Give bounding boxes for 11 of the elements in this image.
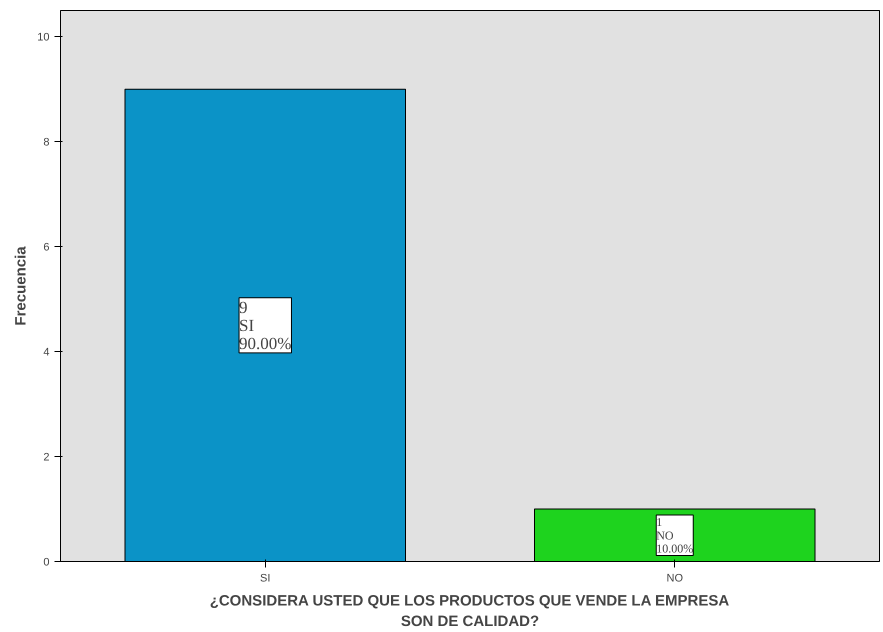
x-tick-label: NO	[666, 572, 684, 584]
x-tick-label: SI	[260, 572, 270, 584]
y-axis-title: Frecuencia	[12, 246, 30, 326]
y-tick-label: 4	[43, 346, 50, 359]
x-axis-title: ¿CONSIDERA USTED QUE LOS PRODUCTOS QUE VENDE LA EMPRESA SON DE CALIDAD?	[210, 592, 730, 630]
y-tick-label: 6	[43, 242, 50, 254]
y-tick-label: 0	[43, 556, 50, 568]
y-tick-label: 10	[37, 32, 50, 44]
y-tick-label: 2	[43, 452, 50, 464]
data-label: 9 SI 90.00%	[239, 298, 292, 353]
y-tick-label: 8	[43, 136, 50, 149]
